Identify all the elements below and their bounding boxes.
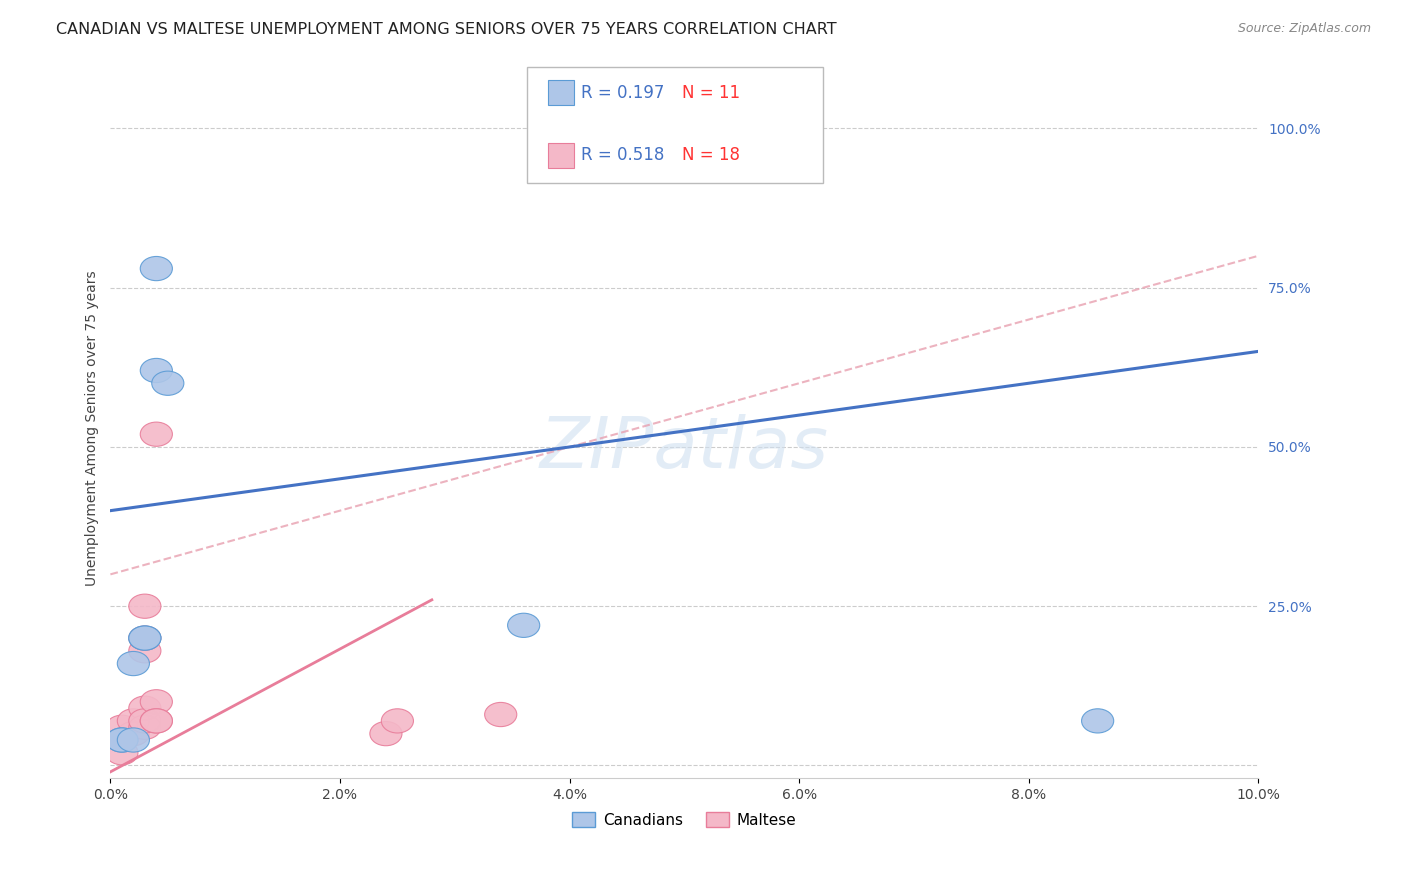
- Ellipse shape: [508, 613, 540, 638]
- Ellipse shape: [129, 696, 160, 720]
- Ellipse shape: [117, 722, 149, 746]
- Text: R = 0.197: R = 0.197: [581, 84, 664, 102]
- Ellipse shape: [105, 728, 138, 752]
- Ellipse shape: [105, 728, 138, 752]
- Ellipse shape: [141, 422, 173, 446]
- Legend: Canadians, Maltese: Canadians, Maltese: [567, 805, 803, 834]
- Ellipse shape: [141, 257, 173, 281]
- Ellipse shape: [141, 709, 173, 733]
- Ellipse shape: [117, 728, 149, 752]
- Ellipse shape: [1081, 709, 1114, 733]
- Ellipse shape: [129, 709, 160, 733]
- Text: CANADIAN VS MALTESE UNEMPLOYMENT AMONG SENIORS OVER 75 YEARS CORRELATION CHART: CANADIAN VS MALTESE UNEMPLOYMENT AMONG S…: [56, 22, 837, 37]
- Ellipse shape: [105, 740, 138, 764]
- Ellipse shape: [129, 715, 160, 739]
- Ellipse shape: [117, 651, 149, 675]
- Y-axis label: Unemployment Among Seniors over 75 years: Unemployment Among Seniors over 75 years: [86, 270, 100, 586]
- Ellipse shape: [141, 359, 173, 383]
- Ellipse shape: [129, 594, 160, 618]
- Ellipse shape: [129, 626, 160, 650]
- Ellipse shape: [129, 626, 160, 650]
- Ellipse shape: [105, 715, 138, 739]
- Text: Source: ZipAtlas.com: Source: ZipAtlas.com: [1237, 22, 1371, 36]
- Ellipse shape: [129, 626, 160, 650]
- Text: N = 18: N = 18: [682, 146, 740, 164]
- Text: ZIPatlas: ZIPatlas: [540, 415, 830, 483]
- Text: N = 11: N = 11: [682, 84, 740, 102]
- Ellipse shape: [129, 639, 160, 663]
- Ellipse shape: [152, 371, 184, 395]
- Text: R = 0.518: R = 0.518: [581, 146, 664, 164]
- Ellipse shape: [141, 709, 173, 733]
- Ellipse shape: [381, 709, 413, 733]
- Ellipse shape: [485, 702, 517, 727]
- Ellipse shape: [141, 690, 173, 714]
- Ellipse shape: [105, 728, 138, 752]
- Ellipse shape: [370, 722, 402, 746]
- Ellipse shape: [117, 709, 149, 733]
